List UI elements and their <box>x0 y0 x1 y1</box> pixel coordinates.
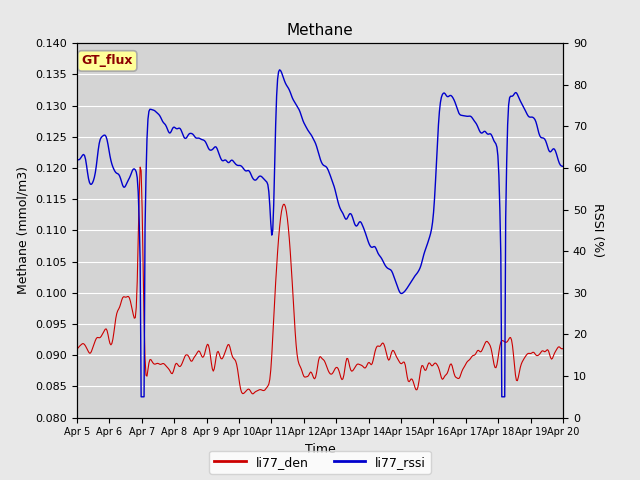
Line: li77_den: li77_den <box>77 167 563 394</box>
li77_den <box>550 353 557 359</box>
li77_den <box>474 348 481 354</box>
li77_rssi <box>276 67 284 73</box>
li77_rssi <box>364 239 372 244</box>
Line: li77_rssi: li77_rssi <box>77 70 563 397</box>
Y-axis label: Methane (mmol/m3): Methane (mmol/m3) <box>17 167 30 294</box>
Y-axis label: RSSI (%): RSSI (%) <box>591 204 604 257</box>
li77_den <box>338 377 346 383</box>
Legend: li77_den, li77_rssi: li77_den, li77_rssi <box>209 451 431 474</box>
li77_rssi <box>309 135 317 141</box>
li77_den <box>309 372 317 378</box>
li77_den <box>306 370 314 376</box>
li77_den <box>73 346 81 352</box>
li77_rssi <box>550 146 557 152</box>
li77_rssi <box>138 394 145 400</box>
li77_den <box>250 391 257 396</box>
li77_rssi <box>306 130 314 136</box>
Text: GT_flux: GT_flux <box>82 54 133 67</box>
Title: Methane: Methane <box>287 23 353 38</box>
li77_rssi <box>73 156 81 162</box>
li77_den <box>364 360 372 366</box>
X-axis label: Time: Time <box>305 443 335 456</box>
li77_den <box>559 346 567 351</box>
li77_den <box>136 164 144 170</box>
li77_rssi <box>474 123 481 129</box>
li77_rssi <box>338 209 346 215</box>
li77_rssi <box>559 164 567 169</box>
